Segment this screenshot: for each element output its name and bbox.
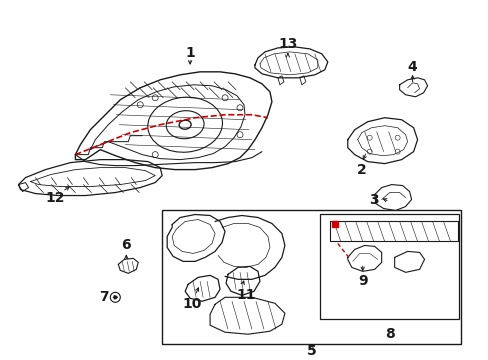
Text: 9: 9 [357,274,367,288]
Text: 3: 3 [368,193,378,207]
Text: 7: 7 [100,290,109,304]
Text: 4: 4 [407,60,417,74]
Text: 2: 2 [356,163,366,177]
Text: 1: 1 [185,46,195,60]
Text: 8: 8 [384,327,394,341]
Text: 13: 13 [278,37,297,51]
Text: 12: 12 [45,190,65,204]
Circle shape [113,295,117,299]
Text: 10: 10 [182,297,202,311]
Text: 5: 5 [306,344,316,358]
Bar [162,210,461,344]
Text: 11: 11 [236,288,255,302]
Bar [319,215,459,319]
Text: 6: 6 [121,238,131,252]
